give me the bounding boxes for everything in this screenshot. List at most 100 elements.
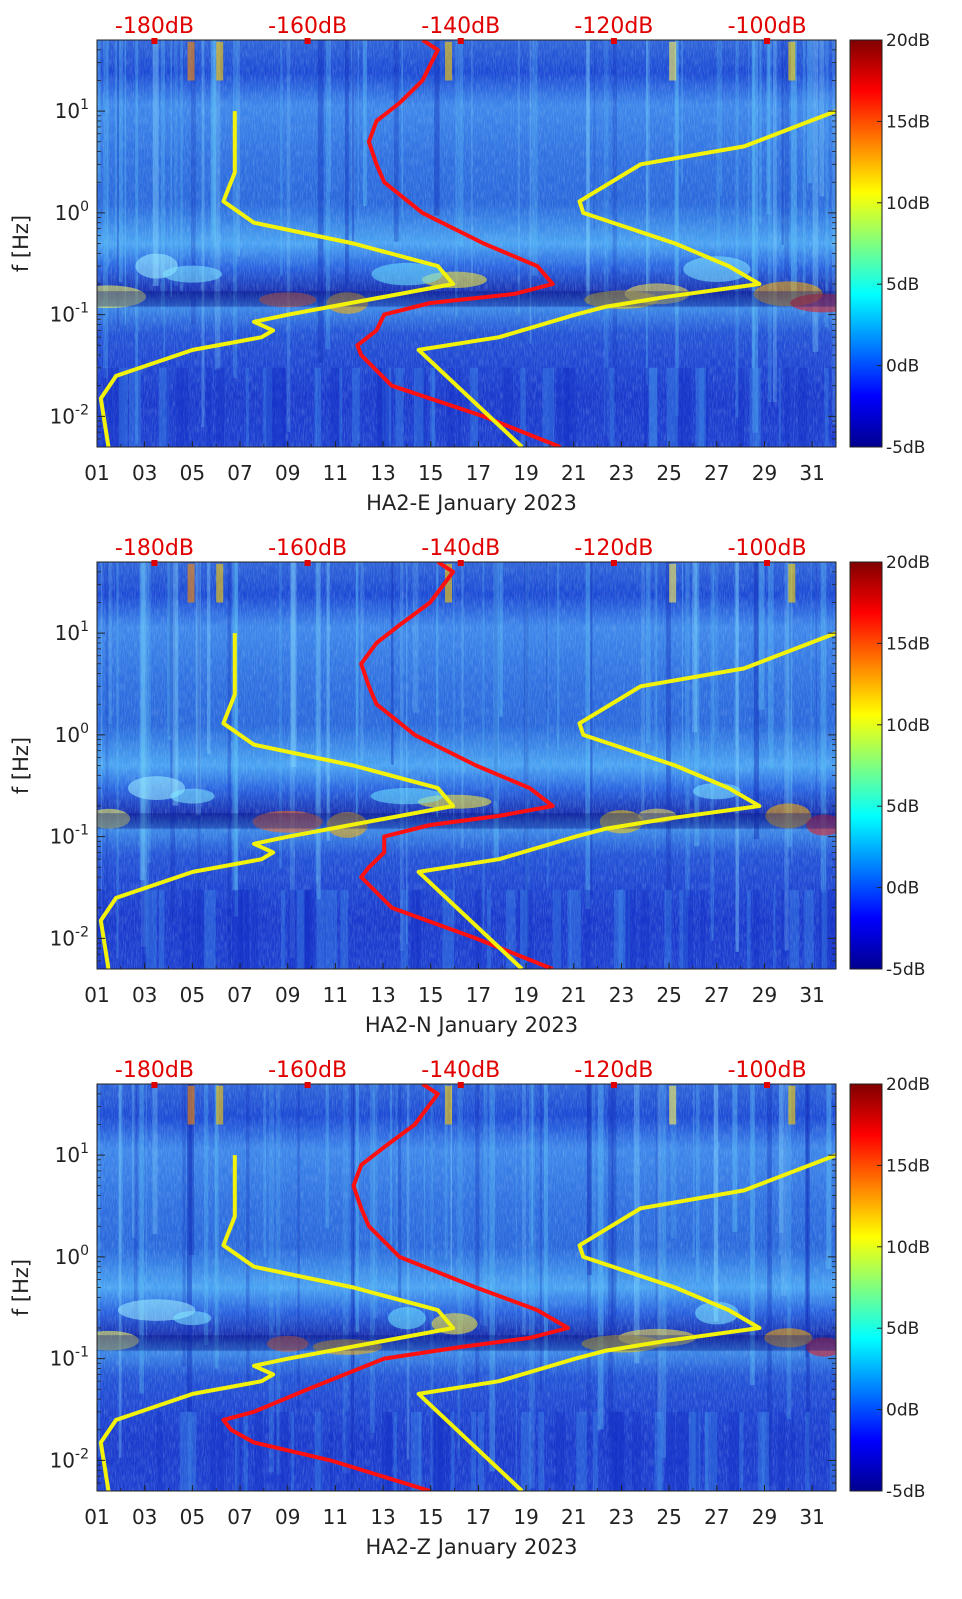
red-psd-curve xyxy=(359,562,555,969)
x-tick-label: 07 xyxy=(227,1505,252,1529)
top-tick-mark xyxy=(764,560,771,566)
y-tick-label: 101 xyxy=(55,619,89,645)
y-tick-label: 10-2 xyxy=(50,402,89,428)
x-tick-label: 25 xyxy=(656,461,681,485)
top-tick-mark xyxy=(304,1082,311,1088)
y-tick-label: 101 xyxy=(55,97,89,123)
x-tick-label: 25 xyxy=(656,1505,681,1529)
y-axis-label: f [Hz] xyxy=(9,737,33,794)
colorbar-tick-label: 5dB xyxy=(886,275,919,295)
top-tick-mark xyxy=(610,1082,617,1088)
x-tick-label: 21 xyxy=(561,461,586,485)
x-tick-label: 13 xyxy=(370,1505,395,1529)
top-tick-mark xyxy=(764,38,771,44)
x-tick-label: 21 xyxy=(561,983,586,1007)
x-tick-label: 31 xyxy=(799,461,824,485)
top-db-tick-label: -180dB xyxy=(115,1058,194,1083)
x-tick-label: 31 xyxy=(799,1505,824,1529)
top-tick-mark xyxy=(457,560,464,566)
colorbar-tick-label: 20dB xyxy=(886,1075,930,1095)
x-tick-label: 01 xyxy=(84,1505,109,1529)
x-tick-label: 15 xyxy=(418,461,443,485)
top-tick-mark xyxy=(457,1082,464,1088)
top-db-tick-label: -100dB xyxy=(728,536,807,561)
top-db-tick-label: -120dB xyxy=(574,536,653,561)
y-axis-label: f [Hz] xyxy=(9,215,33,272)
panel-1: 01 03 05 07 09 11 13 15 17 19 21 23 25 27 29 31 HA2-E Ja… xyxy=(9,14,930,515)
x-tick-label: 31 xyxy=(799,983,824,1007)
x-tick-label: 15 xyxy=(418,1505,443,1529)
colorbar-tick-label: 0dB xyxy=(886,1401,919,1421)
y-tick-label: 100 xyxy=(55,199,89,225)
yellow-high-noise-model-curve xyxy=(416,1153,836,1491)
x-axis-label: HA2-E January 2023 xyxy=(366,491,577,515)
top-tick-mark xyxy=(610,560,617,566)
x-tick-label: 09 xyxy=(275,461,300,485)
yellow-low-noise-model-curve xyxy=(98,1155,456,1491)
x-tick-label: 01 xyxy=(84,983,109,1007)
x-tick-label: 29 xyxy=(752,1505,777,1529)
x-axis-label: HA2-N January 2023 xyxy=(365,1013,578,1037)
top-tick-mark xyxy=(151,560,158,566)
x-tick-label: 23 xyxy=(609,983,634,1007)
top-tick-mark xyxy=(151,1082,158,1088)
x-tick-label: 11 xyxy=(323,1505,348,1529)
x-tick-label: 17 xyxy=(466,983,491,1007)
x-tick-label: 05 xyxy=(180,461,205,485)
y-tick-label: 100 xyxy=(55,1243,89,1269)
colorbar-tick-label: 10dB xyxy=(886,194,930,214)
x-tick-label: 11 xyxy=(323,461,348,485)
x-tick-label: 05 xyxy=(180,1505,205,1529)
top-tick-mark xyxy=(764,1082,771,1088)
x-tick-label: 13 xyxy=(370,983,395,1007)
y-axis-label: f [Hz] xyxy=(9,1259,33,1316)
x-tick-label: 05 xyxy=(180,983,205,1007)
yellow-high-noise-model-curve xyxy=(416,109,836,447)
panel-2: 01 03 05 07 09 11 13 15 17 19 21 23 25 27 29 31 HA2-N Ja… xyxy=(9,536,930,1037)
x-tick-label: 23 xyxy=(609,1505,634,1529)
top-db-tick-label: -140dB xyxy=(421,1058,500,1083)
x-tick-label: 17 xyxy=(466,461,491,485)
top-tick-mark xyxy=(610,38,617,44)
top-tick-mark xyxy=(151,38,158,44)
x-tick-label: 11 xyxy=(323,983,348,1007)
yellow-high-noise-model-curve xyxy=(416,631,836,969)
colorbar-tick-label: 5dB xyxy=(886,797,919,817)
colorbar-tick-label: 0dB xyxy=(886,879,919,899)
x-tick-label: 07 xyxy=(227,983,252,1007)
x-tick-label: 27 xyxy=(704,1505,729,1529)
x-tick-label: 07 xyxy=(227,461,252,485)
y-tick-label: 10-1 xyxy=(50,823,89,849)
colorbar-tick-label: -5dB xyxy=(886,438,925,458)
yellow-low-noise-model-curve xyxy=(98,633,456,969)
top-tick-mark xyxy=(457,38,464,44)
colorbar-tick-label: 15dB xyxy=(886,1156,930,1176)
x-tick-label: 19 xyxy=(513,461,538,485)
y-tick-label: 10-1 xyxy=(50,1345,89,1371)
top-db-tick-label: -140dB xyxy=(421,14,500,39)
panel-3: 01 03 05 07 09 11 13 15 17 19 21 23 25 27 29 31 HA2-Z Ja… xyxy=(9,1058,930,1559)
colorbar-tick-label: 15dB xyxy=(886,634,930,654)
spectrogram-heatmap xyxy=(97,1084,836,1491)
top-db-tick-label: -180dB xyxy=(115,536,194,561)
colorbar-tick-label: -5dB xyxy=(886,1482,925,1502)
colorbar-tick-label: 10dB xyxy=(886,716,930,736)
top-db-tick-label: -140dB xyxy=(421,536,500,561)
x-tick-label: 03 xyxy=(132,1505,157,1529)
x-tick-label: 03 xyxy=(132,983,157,1007)
top-db-tick-label: -180dB xyxy=(115,14,194,39)
colorbar xyxy=(849,39,883,448)
spectrogram-heatmap xyxy=(97,562,836,969)
top-db-tick-label: -100dB xyxy=(728,14,807,39)
top-db-tick-label: -160dB xyxy=(268,1058,347,1083)
x-tick-label: 27 xyxy=(704,461,729,485)
x-tick-label: 15 xyxy=(418,983,443,1007)
colorbar-tick-label: 0dB xyxy=(886,357,919,377)
top-db-tick-label: -160dB xyxy=(268,536,347,561)
x-tick-label: 21 xyxy=(561,1505,586,1529)
colorbar-tick-label: -5dB xyxy=(886,960,925,980)
colorbar-tick-label: 10dB xyxy=(886,1238,930,1258)
x-tick-label: 17 xyxy=(466,1505,491,1529)
colorbar-tick-label: 5dB xyxy=(886,1319,919,1339)
